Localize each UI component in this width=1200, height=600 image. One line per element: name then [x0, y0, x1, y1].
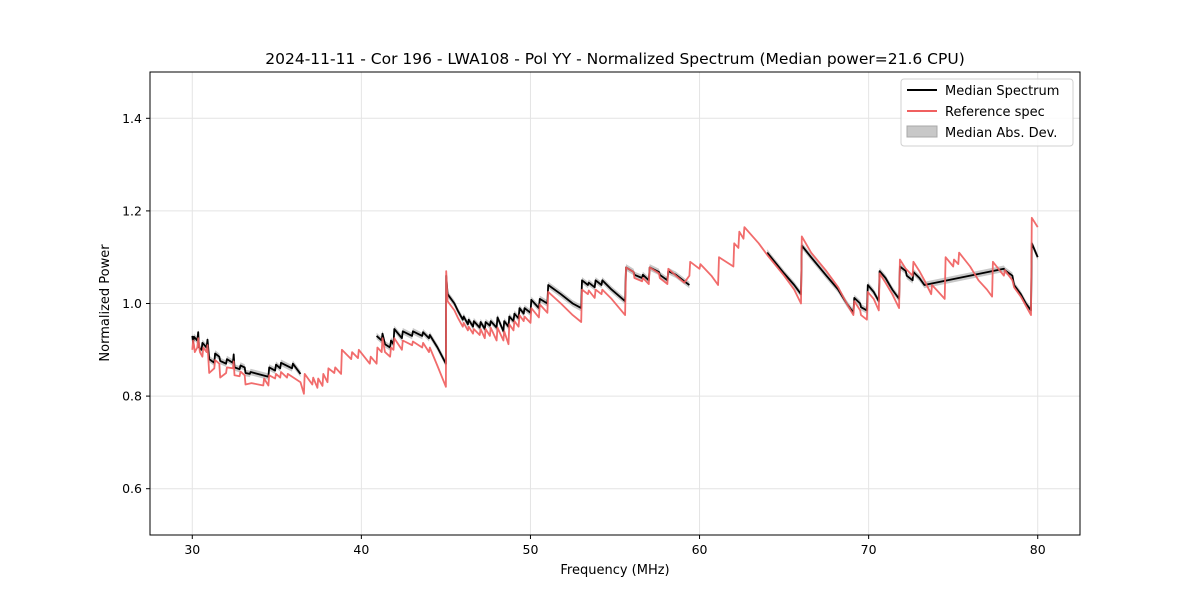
x-tick-label: 50	[523, 542, 539, 557]
legend-box	[900, 78, 1074, 147]
x-axis: 30 40 50 60 70 80	[184, 535, 1046, 557]
x-tick-label: 70	[861, 542, 877, 557]
legend-mad-swatch	[906, 125, 938, 138]
median-spectrum-line	[766, 242, 1039, 314]
y-tick-label: 1.2	[122, 203, 142, 218]
legend: Median Spectrum Reference spec Median Ab…	[900, 78, 1074, 147]
mad-band	[192, 329, 301, 380]
legend-reference-label: Reference spec	[945, 105, 1045, 120]
legend-mad-label: Median Abs. Dev.	[945, 126, 1057, 141]
x-tick-label: 60	[692, 542, 708, 557]
y-tick-label: 0.6	[122, 481, 142, 496]
y-tick-label: 0.8	[122, 389, 142, 404]
y-axis-label: Normalized Power	[98, 244, 113, 362]
x-tick-label: 80	[1030, 542, 1046, 557]
y-axis: 0.6 0.8 1.0 1.2 1.4	[122, 111, 150, 496]
x-tick-label: 40	[353, 542, 369, 557]
reference-spectrum-line	[191, 216, 1039, 395]
reference-spectrum-layer	[191, 216, 1039, 395]
x-tick-label: 30	[184, 542, 200, 557]
y-tick-label: 1.4	[122, 111, 142, 126]
chart-title: 2024-11-11 - Cor 196 - LWA108 - Pol YY -…	[265, 50, 965, 68]
x-axis-label: Frequency (MHz)	[560, 563, 669, 578]
plot-area	[191, 216, 1039, 395]
legend-median-label: Median Spectrum	[945, 84, 1059, 99]
y-tick-label: 1.0	[122, 296, 142, 311]
